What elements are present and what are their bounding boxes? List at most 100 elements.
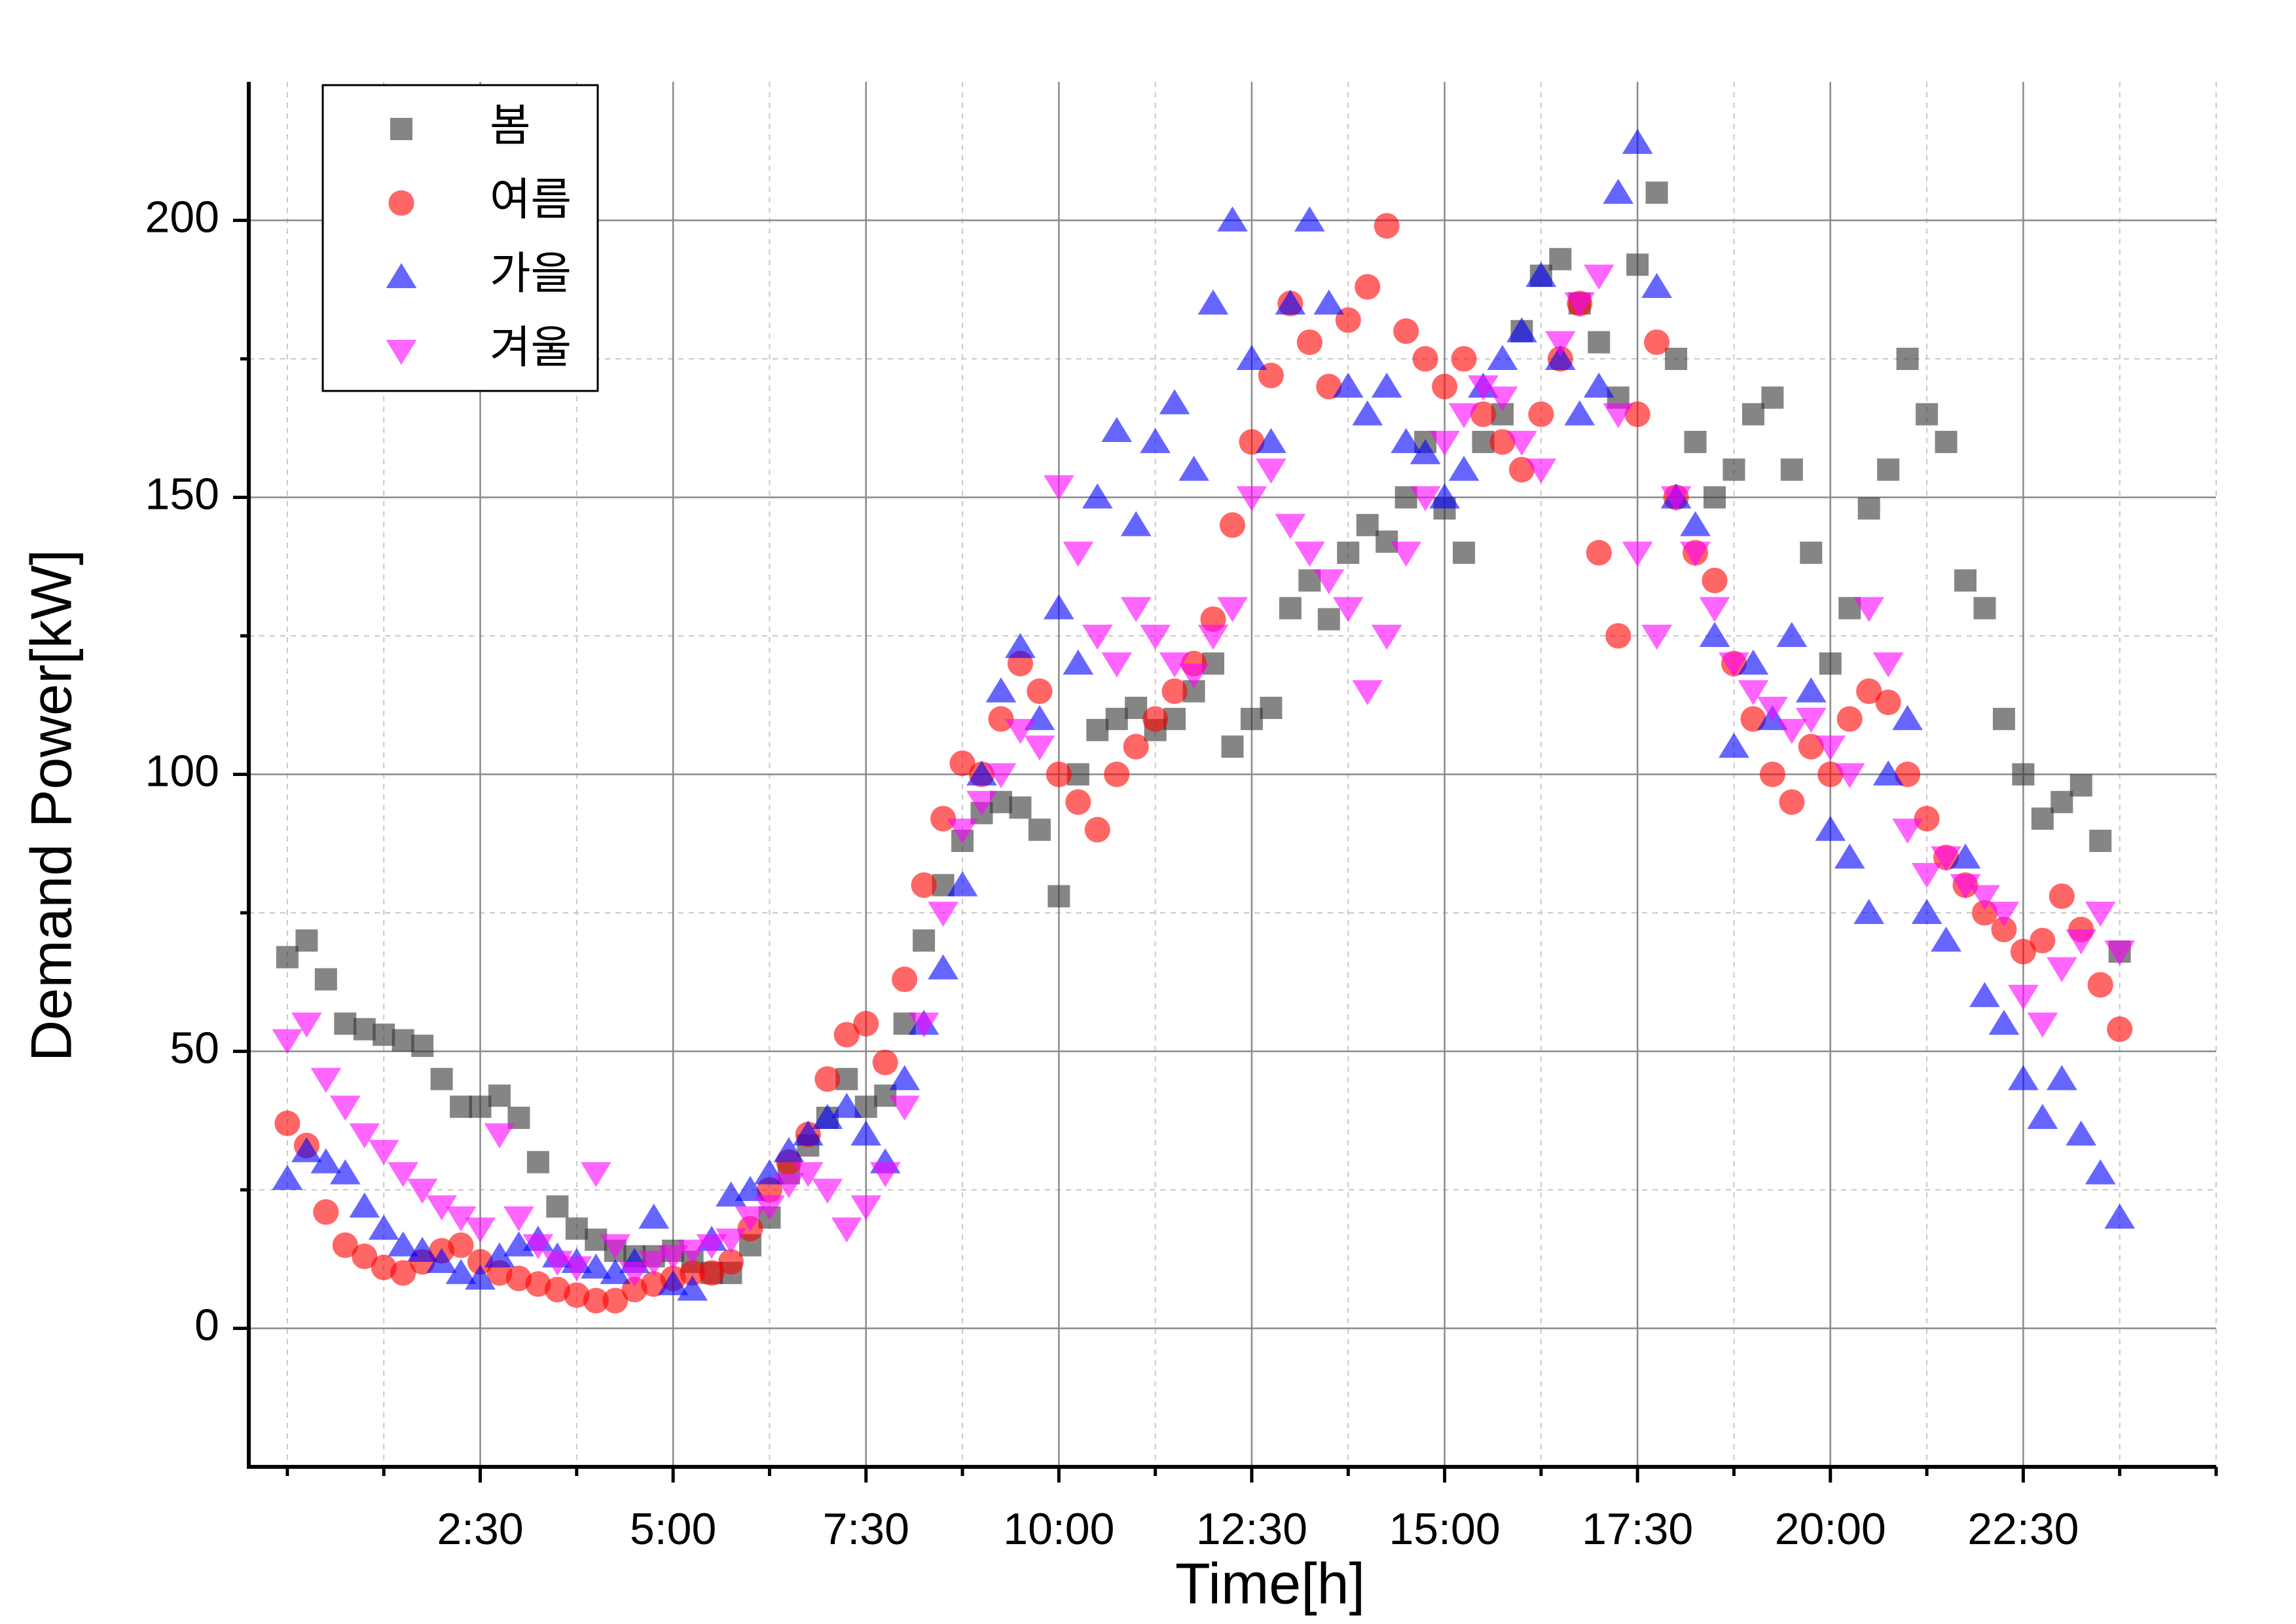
marker: [1451, 346, 1477, 372]
marker: [1931, 927, 1961, 952]
marker: [546, 1195, 569, 1218]
marker: [1508, 456, 1535, 483]
legend-marker: [390, 118, 412, 140]
marker: [1544, 344, 1576, 370]
marker: [1355, 274, 1381, 300]
x-tick-label: 17:30: [1582, 1504, 1693, 1554]
legend-label: 가을: [490, 249, 572, 299]
marker: [1429, 483, 1460, 509]
marker: [388, 1231, 419, 1257]
marker: [1063, 650, 1094, 675]
marker: [1872, 760, 1904, 786]
marker: [390, 1260, 416, 1286]
marker: [1969, 885, 2000, 910]
marker: [1605, 623, 1631, 649]
marker: [2085, 902, 2116, 927]
marker: [1256, 458, 1286, 484]
marker: [1699, 621, 1730, 647]
marker: [928, 902, 958, 927]
marker: [1892, 819, 1923, 844]
y-tick-label: 0: [194, 1300, 219, 1350]
marker: [1834, 843, 1865, 869]
marker: [465, 1217, 496, 1243]
marker: [1622, 128, 1653, 155]
marker: [889, 1065, 920, 1090]
marker: [1564, 292, 1595, 318]
marker: [1973, 597, 1996, 619]
marker: [1159, 652, 1190, 678]
marker: [1738, 680, 1769, 705]
marker: [1603, 403, 1634, 428]
marker: [985, 677, 1017, 703]
marker: [716, 1228, 746, 1254]
marker: [565, 1217, 588, 1240]
marker: [1082, 483, 1113, 509]
marker: [1410, 486, 1441, 511]
marker: [1836, 706, 1863, 732]
x-tick-label: 12:30: [1196, 1504, 1307, 1554]
marker: [1313, 289, 1345, 315]
x-tick-label: 22:30: [1967, 1504, 2079, 1554]
marker: [831, 1217, 862, 1243]
marker: [1352, 400, 1383, 426]
marker: [869, 1162, 901, 1187]
marker: [966, 760, 997, 786]
marker: [1374, 213, 1400, 239]
marker: [1761, 386, 1784, 409]
marker: [2085, 1159, 2116, 1185]
marker: [2010, 938, 2036, 965]
y-tick-label: 100: [145, 746, 219, 796]
marker: [1564, 400, 1595, 426]
marker: [1448, 403, 1480, 428]
marker: [985, 763, 1017, 788]
marker: [699, 1260, 725, 1286]
marker: [1197, 625, 1229, 650]
marker: [773, 1137, 805, 1162]
marker: [371, 1254, 397, 1280]
marker: [1875, 689, 1901, 716]
marker: [1024, 735, 1055, 761]
marker: [1525, 458, 1557, 484]
marker: [850, 1195, 882, 1221]
marker: [1123, 733, 1149, 760]
legend-label: 겨울: [490, 323, 572, 373]
marker: [1005, 633, 1036, 658]
marker: [1082, 625, 1113, 650]
marker: [1549, 248, 1572, 270]
marker: [2087, 972, 2113, 998]
marker: [368, 1214, 399, 1240]
marker: [1317, 608, 1340, 631]
marker: [276, 946, 299, 969]
marker: [388, 1162, 419, 1187]
marker: [1719, 732, 1749, 758]
marker: [445, 1259, 477, 1284]
x-tick-label: 7:30: [823, 1504, 909, 1554]
marker: [1969, 982, 2000, 1007]
marker: [696, 1234, 727, 1259]
marker: [1410, 439, 1441, 464]
marker: [1332, 373, 1364, 398]
marker: [1660, 486, 1692, 511]
marker: [1470, 401, 1497, 428]
marker: [833, 1022, 860, 1048]
marker: [426, 1195, 457, 1221]
marker: [853, 1010, 879, 1037]
marker: [1120, 597, 1152, 622]
marker: [561, 1256, 592, 1282]
marker: [889, 1096, 920, 1121]
marker: [677, 1240, 708, 1265]
marker: [2107, 1016, 2133, 1043]
marker: [892, 966, 918, 993]
marker: [814, 1066, 841, 1092]
marker: [1819, 652, 1842, 675]
x-tick-label: 10:00: [1003, 1504, 1114, 1554]
marker: [1644, 329, 1670, 356]
marker: [1911, 862, 1942, 889]
marker: [349, 1123, 380, 1149]
marker: [334, 1012, 357, 1035]
marker: [1586, 540, 1612, 566]
marker: [1221, 735, 1244, 758]
marker: [1337, 542, 1360, 564]
marker: [2008, 984, 2039, 1010]
legend-marker: [386, 263, 417, 288]
